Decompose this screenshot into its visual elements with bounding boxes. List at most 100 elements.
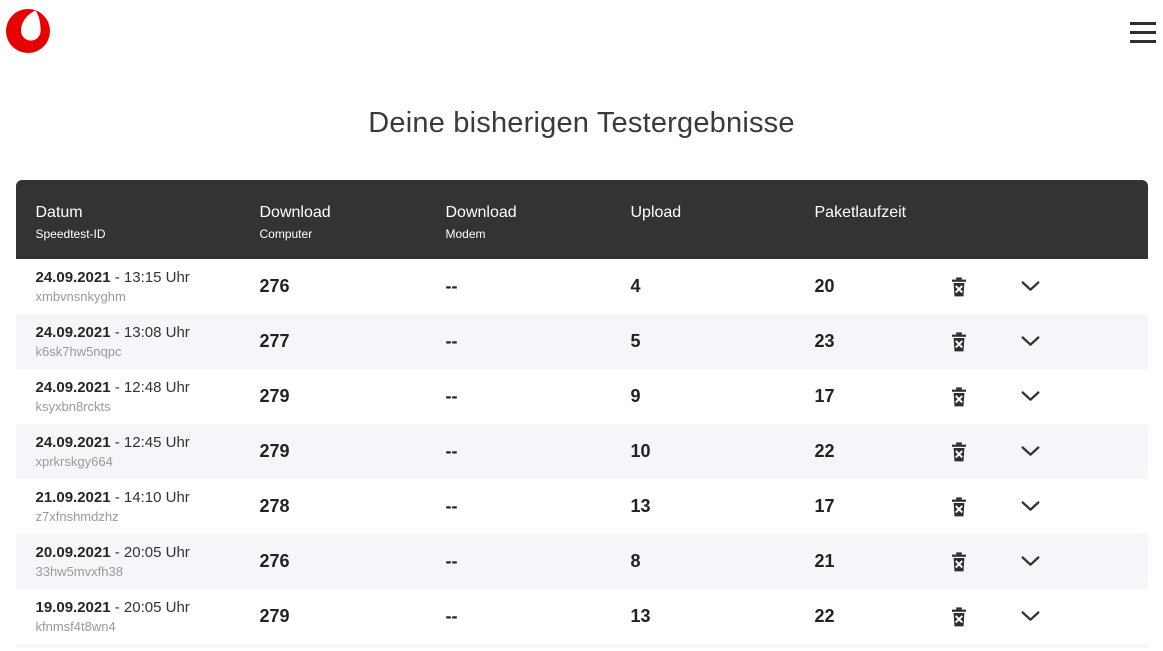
top-navbar bbox=[0, 0, 1163, 66]
download-computer-value: 277 bbox=[259, 331, 290, 351]
expand-cell bbox=[991, 277, 1071, 296]
download-modem-value: -- bbox=[445, 551, 458, 571]
chevron-down-icon bbox=[1021, 556, 1040, 566]
expand-cell bbox=[991, 552, 1071, 571]
delete-row-button[interactable] bbox=[947, 328, 971, 356]
expand-row-button[interactable] bbox=[1017, 497, 1044, 516]
page-title: Deine bisherigen Testergebnisse bbox=[368, 107, 795, 139]
download-modem-value: -- bbox=[445, 606, 458, 626]
date-cell: 19.09.2021 - 20:05 Uhr kfnmsf4t8wn4 bbox=[36, 599, 260, 635]
row-date: 24.09.2021 bbox=[35, 378, 111, 396]
download-modem-value: -- bbox=[445, 331, 458, 351]
expand-row-button[interactable] bbox=[1017, 277, 1044, 296]
date-cell: 24.09.2021 - 12:48 Uhr ksyxbn8rckts bbox=[36, 379, 260, 415]
expand-cell bbox=[991, 332, 1071, 351]
trash-icon bbox=[951, 441, 966, 461]
delete-cell bbox=[927, 438, 991, 466]
column-label: Datum bbox=[35, 204, 83, 222]
paketlaufzeit-value: 22 bbox=[814, 441, 835, 461]
delete-cell bbox=[927, 383, 991, 411]
date-cell: 21.09.2021 - 14:10 Uhr z7xfnshmdzhz bbox=[36, 489, 260, 525]
table-row: 19.09.2021 - 20:05 Uhr kfnmsf4t8wn4 279 … bbox=[15, 589, 1148, 644]
column-label: Download bbox=[445, 204, 517, 222]
paketlaufzeit-value: 23 bbox=[814, 331, 835, 351]
date-time-separator: - bbox=[110, 543, 124, 561]
row-date: 20.09.2021 bbox=[35, 543, 111, 561]
date-cell: 24.09.2021 - 13:15 Uhr xmbvnsnkyghm bbox=[36, 269, 260, 305]
trash-icon bbox=[951, 496, 966, 516]
upload-value: 13 bbox=[630, 496, 651, 516]
trash-icon bbox=[951, 606, 966, 626]
paketlaufzeit-value: 21 bbox=[814, 551, 835, 571]
expand-row-button[interactable] bbox=[1017, 332, 1044, 351]
download-modem-value: -- bbox=[445, 386, 458, 406]
upload-value: 13 bbox=[630, 606, 651, 626]
download-modem-value: -- bbox=[445, 496, 458, 516]
speedtest-id: 33hw5mvxfh38 bbox=[35, 563, 123, 579]
delete-row-button[interactable] bbox=[947, 383, 971, 411]
delete-row-button[interactable] bbox=[947, 438, 971, 466]
download-modem-value: -- bbox=[445, 276, 458, 296]
download-modem-value: -- bbox=[445, 441, 458, 461]
delete-row-button[interactable] bbox=[947, 548, 971, 576]
delete-row-button[interactable] bbox=[947, 603, 971, 631]
chevron-down-icon bbox=[1021, 391, 1040, 401]
trash-icon bbox=[951, 276, 966, 296]
column-header: Upload bbox=[631, 198, 815, 240]
speedtest-id: z7xfnshmdzhz bbox=[35, 508, 119, 524]
chevron-down-icon bbox=[1021, 611, 1040, 621]
date-time-separator: - bbox=[110, 488, 124, 506]
expand-row-button[interactable] bbox=[1017, 552, 1044, 571]
column-sublabel: Modem bbox=[445, 226, 486, 241]
column-sublabel: Speedtest-ID bbox=[35, 226, 106, 241]
upload-value: 8 bbox=[630, 551, 641, 571]
upload-value: 9 bbox=[630, 386, 641, 406]
expand-row-button[interactable] bbox=[1017, 387, 1044, 406]
delete-cell bbox=[927, 273, 991, 301]
table-row: 24.09.2021 - 13:15 Uhr xmbvnsnkyghm 276 … bbox=[15, 259, 1148, 314]
download-computer-value: 279 bbox=[259, 386, 290, 406]
delete-row-button[interactable] bbox=[947, 493, 971, 521]
paketlaufzeit-value: 17 bbox=[814, 496, 835, 516]
row-time: 20:05 Uhr bbox=[123, 598, 190, 616]
trash-icon bbox=[951, 331, 966, 351]
column-sublabel bbox=[815, 228, 927, 241]
paketlaufzeit-value: 20 bbox=[814, 276, 835, 296]
row-time: 13:15 Uhr bbox=[123, 268, 190, 286]
table-row: 24.09.2021 - 12:45 Uhr xprkrskgy664 279 … bbox=[15, 424, 1148, 479]
table-row: 24.09.2021 - 12:48 Uhr ksyxbn8rckts 279 … bbox=[15, 369, 1148, 424]
delete-cell bbox=[927, 493, 991, 521]
chevron-down-icon bbox=[1021, 501, 1040, 511]
table-row: 24.09.2021 - 13:08 Uhr k6sk7hw5nqpc 277 … bbox=[15, 314, 1148, 369]
paketlaufzeit-value: 17 bbox=[814, 386, 835, 406]
expand-row-button[interactable] bbox=[1017, 607, 1044, 626]
delete-row-button[interactable] bbox=[947, 273, 971, 301]
hamburger-menu-icon[interactable] bbox=[1130, 22, 1156, 43]
date-cell: 24.09.2021 - 13:08 Uhr k6sk7hw5nqpc bbox=[36, 324, 260, 360]
download-computer-value: 279 bbox=[259, 606, 290, 626]
speedtest-id: xprkrskgy664 bbox=[35, 453, 113, 469]
speedtest-id: k6sk7hw5nqpc bbox=[35, 343, 122, 359]
row-time: 13:08 Uhr bbox=[123, 323, 190, 341]
column-header: Download Computer bbox=[260, 198, 446, 240]
expand-row-button[interactable] bbox=[1017, 442, 1044, 461]
date-time-separator: - bbox=[110, 323, 124, 341]
vodafone-logo[interactable] bbox=[6, 9, 50, 53]
speedtest-id: xmbvnsnkyghm bbox=[35, 288, 126, 304]
column-header: Paketlaufzeit bbox=[815, 198, 927, 240]
trash-icon bbox=[951, 386, 966, 406]
download-computer-value: 278 bbox=[259, 496, 290, 516]
upload-value: 4 bbox=[630, 276, 641, 296]
row-time: 14:10 Uhr bbox=[123, 488, 190, 506]
delete-cell bbox=[927, 603, 991, 631]
speedtest-id: ksyxbn8rckts bbox=[35, 398, 111, 414]
row-date: 24.09.2021 bbox=[35, 433, 111, 451]
column-sublabel: Computer bbox=[259, 226, 313, 241]
column-header: Datum Speedtest-ID bbox=[36, 198, 260, 240]
download-computer-value: 276 bbox=[259, 276, 290, 296]
upload-value: 10 bbox=[630, 441, 651, 461]
date-time-separator: - bbox=[110, 433, 124, 451]
table-row: 20.09.2021 - 20:05 Uhr 33hw5mvxfh38 276 … bbox=[15, 534, 1148, 589]
table-row: 21.09.2021 - 14:10 Uhr z7xfnshmdzhz 278 … bbox=[15, 479, 1148, 534]
chevron-down-icon bbox=[1021, 446, 1040, 456]
